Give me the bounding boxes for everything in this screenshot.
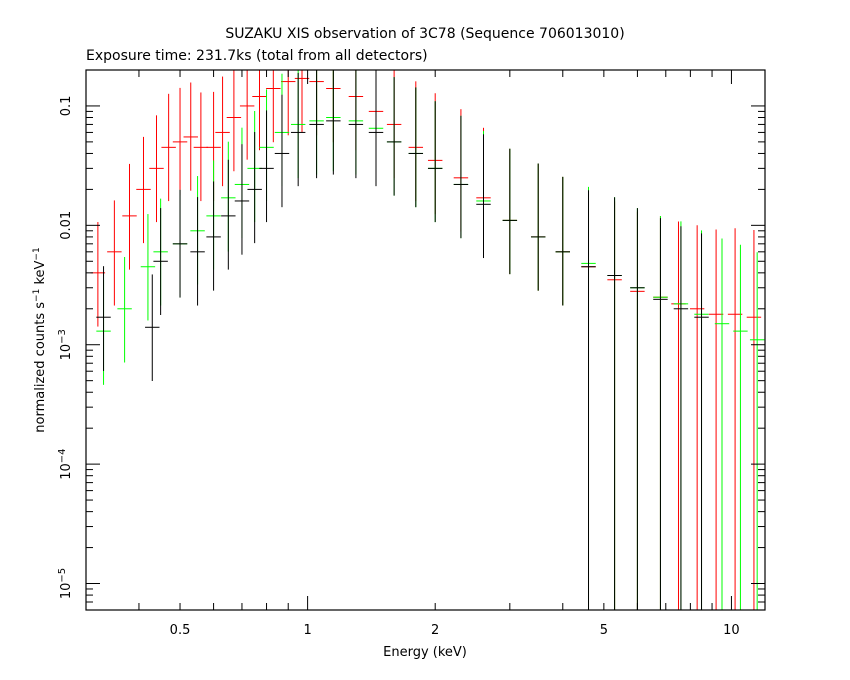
data-point bbox=[714, 238, 730, 610]
data-point bbox=[408, 87, 424, 208]
data-point bbox=[274, 94, 290, 208]
data-point bbox=[122, 163, 137, 270]
data-point bbox=[153, 208, 168, 316]
data-point bbox=[206, 181, 221, 291]
data-point bbox=[193, 92, 209, 202]
data-point bbox=[694, 233, 709, 610]
data-point bbox=[427, 101, 443, 223]
chart-title: SUZAKU XIS observation of 3C78 (Sequence… bbox=[225, 26, 624, 42]
data-point bbox=[161, 93, 176, 202]
data-point bbox=[136, 136, 151, 244]
data-point bbox=[239, 70, 255, 160]
data-point bbox=[252, 70, 267, 151]
data-point bbox=[234, 144, 250, 255]
series-2 bbox=[96, 70, 709, 610]
data-point bbox=[183, 82, 198, 191]
data-point bbox=[348, 70, 364, 179]
data-point bbox=[502, 148, 518, 275]
data-point bbox=[746, 229, 762, 610]
data-point bbox=[581, 190, 596, 610]
y-tick-label: 10−3 bbox=[57, 329, 75, 360]
data-point bbox=[653, 218, 668, 610]
x-tick-label: 1 bbox=[303, 623, 311, 638]
data-point bbox=[107, 200, 122, 306]
x-axis-label: Energy (keV) bbox=[383, 645, 467, 660]
data-point bbox=[555, 176, 571, 306]
data-point bbox=[145, 274, 160, 382]
data-point bbox=[673, 226, 689, 610]
data-point bbox=[172, 189, 188, 298]
data-point bbox=[530, 163, 546, 291]
x-tick-label: 2 bbox=[431, 623, 439, 638]
data-point bbox=[215, 76, 230, 187]
data-point bbox=[280, 70, 296, 136]
y-tick-label: 0.01 bbox=[59, 211, 74, 240]
data-point bbox=[259, 110, 274, 223]
data-point bbox=[671, 221, 686, 610]
data-point bbox=[90, 222, 106, 327]
data-point bbox=[149, 115, 164, 223]
data-point bbox=[386, 77, 402, 196]
data-point bbox=[290, 72, 306, 187]
data-point bbox=[368, 70, 384, 187]
data-point bbox=[172, 87, 188, 196]
data-point bbox=[96, 266, 111, 371]
x-tick-label: 10 bbox=[723, 623, 740, 638]
data-layer bbox=[90, 70, 765, 610]
data-point bbox=[630, 208, 645, 610]
plot-frame bbox=[85, 69, 766, 611]
chart-subtitle: Exposure time: 231.7ks (total from all d… bbox=[86, 48, 428, 64]
data-point bbox=[727, 228, 743, 610]
series-1 bbox=[96, 70, 765, 610]
y-tick-label: 0.1 bbox=[59, 96, 74, 117]
data-point bbox=[140, 214, 156, 321]
data-point bbox=[309, 70, 324, 179]
axes-layer: 0.5 1 2 5 10 0.1 0.01 10−3 10−4 10−5 bbox=[57, 69, 765, 638]
data-point bbox=[749, 252, 765, 610]
data-point bbox=[607, 197, 622, 610]
x-tick-label: 0.5 bbox=[170, 623, 191, 638]
data-point bbox=[247, 132, 262, 244]
data-point bbox=[326, 70, 341, 175]
data-point bbox=[221, 159, 236, 270]
data-point bbox=[708, 229, 724, 610]
data-point bbox=[733, 244, 748, 610]
data-point bbox=[226, 70, 242, 172]
data-point bbox=[476, 134, 491, 259]
x-tick-label: 5 bbox=[600, 623, 608, 638]
data-point bbox=[453, 115, 469, 239]
y-tick-label: 10−4 bbox=[57, 448, 75, 479]
data-point bbox=[117, 256, 132, 363]
y-axis-label: normalized counts s−1 keV−1 bbox=[32, 247, 48, 432]
data-point bbox=[294, 70, 310, 133]
y-tick-label: 10−5 bbox=[57, 568, 75, 599]
data-point bbox=[266, 70, 281, 143]
data-point bbox=[190, 197, 205, 306]
data-point bbox=[689, 225, 705, 610]
